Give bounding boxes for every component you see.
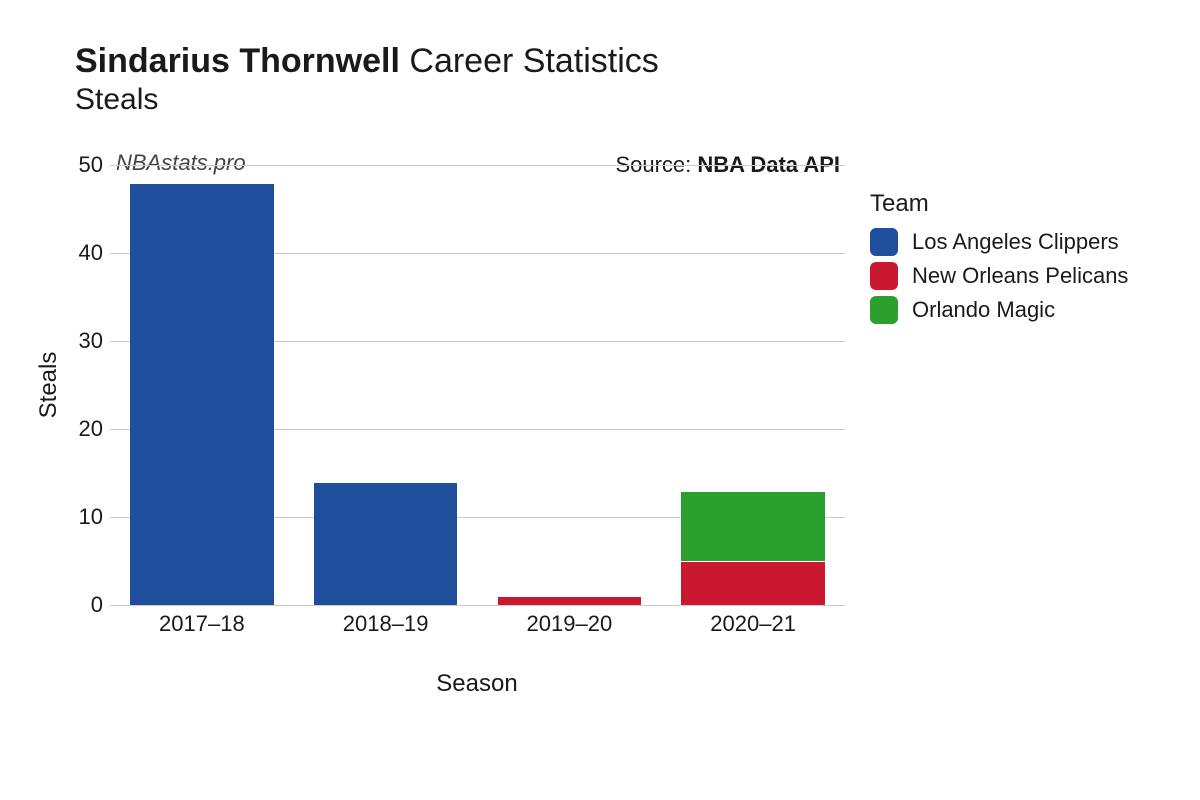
legend-swatch: [870, 262, 898, 290]
bar-segment: [130, 183, 273, 605]
chart-plot-area: 010203040502017–182018–192019–202020–21: [110, 165, 845, 605]
y-tick-label: 20: [53, 416, 103, 442]
chart-subtitle: Steals: [75, 83, 659, 117]
legend-label: New Orleans Pelicans: [912, 263, 1128, 289]
legend-title: Team: [870, 190, 1128, 218]
x-tick-label: 2019–20: [527, 611, 613, 637]
legend-item: Orlando Magic: [870, 296, 1128, 324]
legend: Team Los Angeles Clippers New Orleans Pel…: [870, 190, 1128, 330]
x-axis-label: Season: [436, 670, 517, 698]
x-tick-label: 2018–19: [343, 611, 429, 637]
bar-segment: [498, 596, 641, 605]
y-tick-label: 0: [53, 592, 103, 618]
bar-segment: [314, 482, 457, 605]
legend-swatch: [870, 228, 898, 256]
gridline: [110, 605, 845, 606]
y-axis-label: Steals: [35, 352, 63, 419]
legend-label: Los Angeles Clippers: [912, 229, 1119, 255]
legend-item: Los Angeles Clippers: [870, 228, 1128, 256]
gridline: [110, 165, 845, 166]
bar-segment: [681, 491, 824, 561]
chart-title: Sindarius Thornwell Career Statistics: [75, 42, 659, 81]
player-name: Sindarius Thornwell: [75, 42, 400, 80]
legend-label: Orlando Magic: [912, 297, 1055, 323]
legend-swatch: [870, 296, 898, 324]
legend-item: New Orleans Pelicans: [870, 262, 1128, 290]
chart-title-block: Sindarius Thornwell Career Statistics St…: [75, 42, 659, 117]
y-tick-label: 50: [53, 152, 103, 178]
y-tick-label: 30: [53, 328, 103, 354]
y-tick-label: 10: [53, 504, 103, 530]
bar-segment: [681, 561, 824, 605]
x-tick-label: 2017–18: [159, 611, 245, 637]
title-suffix: Career Statistics: [400, 42, 659, 80]
x-tick-label: 2020–21: [710, 611, 796, 637]
y-tick-label: 40: [53, 240, 103, 266]
